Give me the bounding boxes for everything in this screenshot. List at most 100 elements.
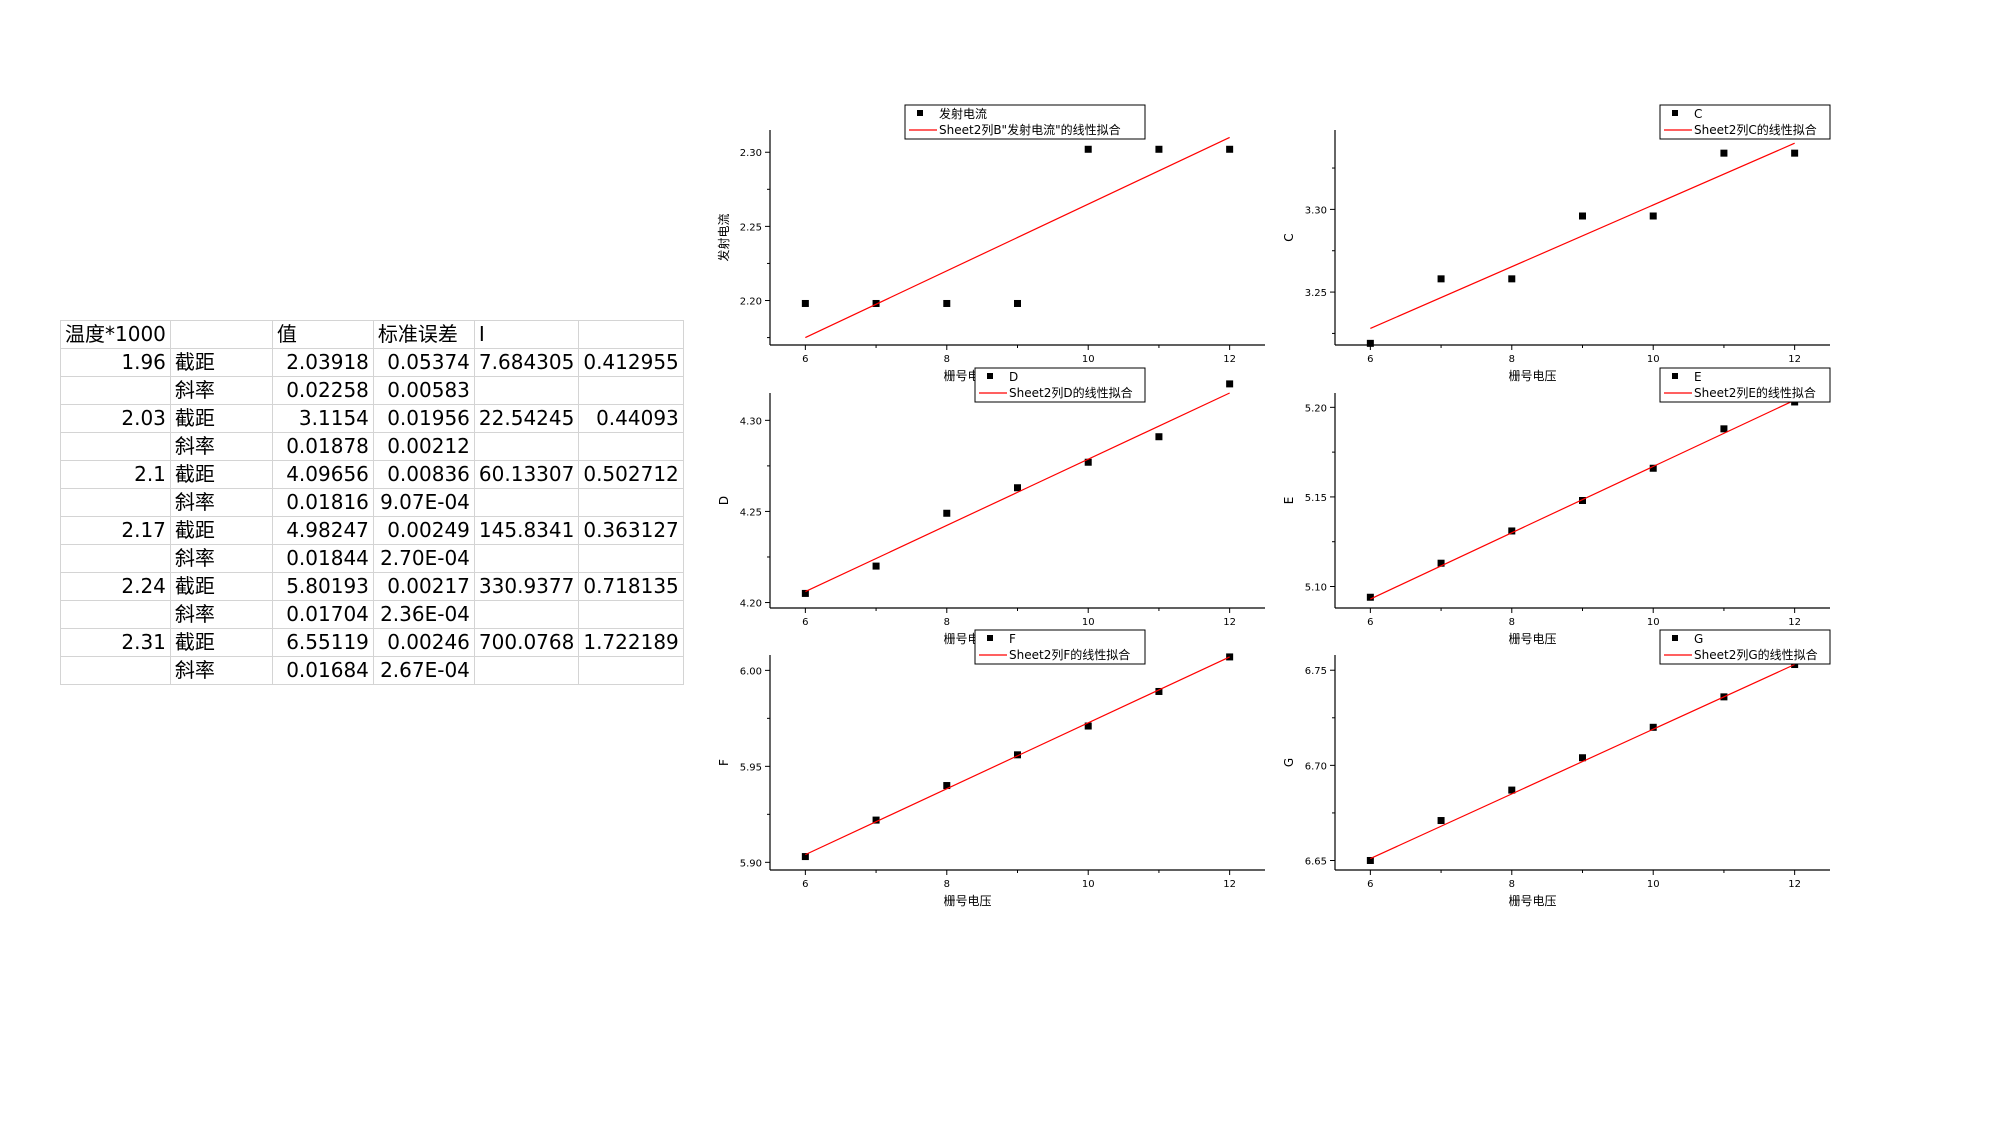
- x-tick-label: 12: [1788, 879, 1801, 890]
- table-cell: 温度*1000: [60, 320, 171, 349]
- table-cell: 4.09656: [271, 460, 374, 489]
- y-tick-label: 3.30: [1305, 205, 1327, 216]
- legend-point-marker: [987, 635, 993, 641]
- table-cell: 0.00212: [372, 432, 475, 461]
- x-tick-label: 10: [1082, 617, 1095, 628]
- y-tick-label: 3.25: [1305, 288, 1327, 299]
- data-point: [1508, 527, 1516, 535]
- y-tick-label: 5.90: [740, 858, 762, 869]
- table-cell: 7.684305: [473, 348, 580, 377]
- data-point: [1226, 380, 1234, 388]
- table-row: 斜率 0.01816 9.07E-04: [60, 488, 684, 517]
- table-cell: 700.0768: [473, 628, 580, 657]
- data-point: [1155, 433, 1163, 441]
- x-axis-title: 栅号电压: [1508, 893, 1556, 908]
- x-tick-label: 6: [1367, 617, 1373, 628]
- legend-label: Sheet2列E的线性拟合: [1694, 385, 1816, 400]
- legend-label: Sheet2列C的线性拟合: [1694, 122, 1817, 137]
- table-cell: 3.1154: [271, 404, 374, 433]
- table-row: 斜率 0.01844 2.70E-04: [60, 544, 684, 573]
- fit-line: [805, 392, 1230, 593]
- x-tick-label: 6: [802, 617, 808, 628]
- table-cell: 0.363127: [578, 516, 684, 545]
- x-tick-label: 12: [1788, 354, 1801, 365]
- table-cell: 斜率: [169, 544, 273, 573]
- y-axis-title: C: [1282, 233, 1296, 241]
- data-point: [943, 782, 951, 790]
- table-cell: [169, 320, 273, 349]
- table-cell: 0.00583: [372, 376, 475, 405]
- table-cell: 0.718135: [578, 572, 684, 601]
- fit-line: [805, 136, 1230, 339]
- table-cell: [60, 432, 171, 461]
- data-point: [801, 853, 809, 861]
- table-cell: 0.02258: [271, 376, 374, 405]
- table-cell: 0.412955: [578, 348, 684, 377]
- table-cell: 145.8341: [473, 516, 580, 545]
- table-cell: 斜率: [169, 432, 273, 461]
- legend-label: C: [1694, 107, 1702, 121]
- table-cell: 1.96: [60, 348, 171, 377]
- table-cell: 2.17: [60, 516, 171, 545]
- table-cell: 4.98247: [271, 516, 374, 545]
- legend-point-marker: [1672, 373, 1678, 379]
- table-cell: 0.502712: [578, 460, 684, 489]
- data-point: [943, 299, 951, 307]
- data-point: [1014, 299, 1021, 307]
- table-cell: 截距: [169, 348, 273, 377]
- table-cell: 5.80193: [271, 572, 374, 601]
- legend-label: 发射电流: [939, 106, 987, 121]
- table-cell: 6.55119: [271, 628, 374, 657]
- y-axis-title: 发射电流: [716, 213, 731, 261]
- table-cell: 2.1: [60, 460, 171, 489]
- x-tick-label: 10: [1647, 354, 1660, 365]
- data-point: [1791, 149, 1799, 157]
- x-tick-label: 8: [1509, 879, 1515, 890]
- table-row: 2.31 截距 6.55119 0.00246 700.0768 1.722189: [60, 628, 684, 657]
- data-point: [801, 589, 809, 597]
- x-tick-label: 12: [1223, 879, 1236, 890]
- y-tick-label: 2.20: [740, 297, 762, 308]
- legend-point-marker: [917, 110, 923, 116]
- y-axis-title: E: [1282, 497, 1296, 505]
- y-tick-label: 2.25: [740, 222, 762, 233]
- table-cell: 0.01878: [271, 432, 374, 461]
- x-tick-label: 8: [944, 354, 950, 365]
- table-cell: [60, 488, 171, 517]
- table-row: 斜率 0.01684 2.67E-04: [60, 656, 684, 685]
- legend-label: Sheet2列D的线性拟合: [1009, 385, 1133, 400]
- legend-box: [974, 629, 1146, 665]
- data-point: [1084, 145, 1092, 153]
- table-cell: 斜率: [169, 376, 273, 405]
- y-axis-title: F: [717, 759, 731, 766]
- table-cell: 斜率: [169, 600, 273, 629]
- data-point: [1579, 754, 1586, 762]
- table-cell: 2.67E-04: [372, 656, 475, 685]
- y-tick-label: 6.75: [1305, 666, 1327, 677]
- table-cell: 0.44093: [578, 404, 684, 433]
- data-point: [1014, 484, 1021, 492]
- data-point: [1366, 593, 1374, 601]
- table-cell: I: [473, 320, 580, 349]
- legend-point-marker: [1672, 110, 1678, 116]
- legend-label: Sheet2列B"发射电流"的线性拟合: [939, 122, 1121, 137]
- data-point: [1226, 145, 1234, 153]
- table-cell: [473, 600, 580, 629]
- legend-box: [1659, 104, 1831, 140]
- table-cell: [473, 376, 580, 405]
- table-cell: [473, 656, 580, 685]
- legend-box: [1659, 629, 1831, 665]
- y-axis-title: D: [717, 496, 731, 505]
- data-point: [1155, 145, 1163, 153]
- y-axis-title: G: [1282, 758, 1296, 767]
- data-point: [1014, 751, 1021, 759]
- table-cell: 值: [271, 320, 374, 349]
- table-cell: [578, 656, 684, 685]
- data-point: [1649, 723, 1657, 731]
- y-tick-label: 6.70: [1305, 761, 1327, 772]
